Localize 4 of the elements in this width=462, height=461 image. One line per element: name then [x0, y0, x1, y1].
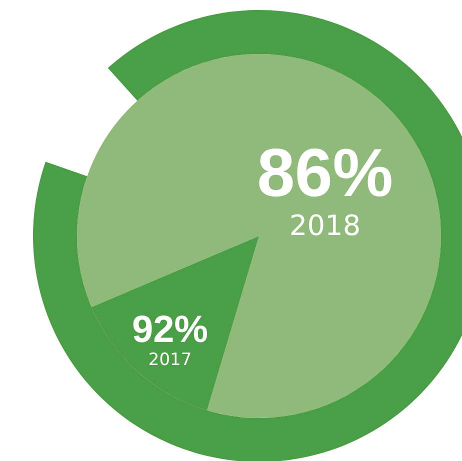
- data-label: 92%: [132, 308, 208, 351]
- slice-label: 2018: [289, 209, 361, 242]
- data-label: 86%: [256, 135, 394, 212]
- slice-label: 2017: [148, 350, 192, 370]
